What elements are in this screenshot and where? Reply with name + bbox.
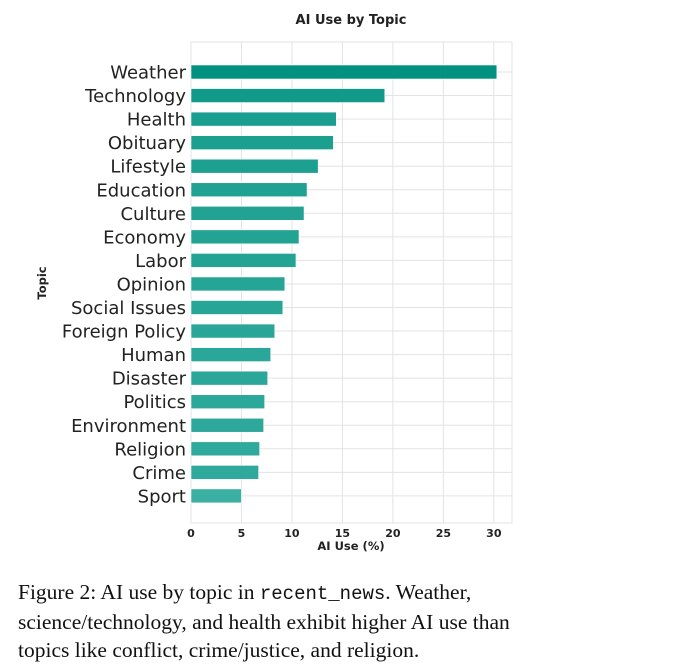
bar-labor [190,253,297,268]
caption-code: recent_news [259,583,386,605]
bar-politics [190,394,265,410]
figure-caption: Figure 2: AI use by topic in recent_news… [18,578,538,664]
x-tick-label: 0 [187,527,195,540]
x-tick-label: 5 [238,527,246,540]
bar-lifestyle [190,158,319,174]
bar-human [190,347,272,362]
y-tick-label: Religion [114,439,186,460]
bar-crime [190,465,259,480]
y-tick-label: Culture [120,204,186,225]
y-tick-label: Crime [132,463,186,484]
y-tick-label: Opinion [117,274,186,295]
x-tick-label: 20 [385,527,401,540]
caption-suffix: . Weather, science/technology, and healt… [18,580,510,662]
bar-chart: AI Use by Topic WeatherTechnologyHealthO… [35,13,513,553]
y-tick-label: Foreign Policy [62,322,186,343]
y-tick-label: Disaster [112,369,187,390]
y-tick-label: Politics [123,392,186,413]
bar-opinion [190,276,286,292]
bar-disaster [190,370,269,386]
y-tick-label: Labor [135,251,186,272]
y-tick-label: Education [96,180,186,201]
y-tick-label: Sport [138,486,186,507]
bar-religion [190,441,260,457]
y-tick-label: Environment [71,416,186,437]
y-axis-label: Topic [35,266,49,299]
y-tick-label: Weather [110,63,186,84]
x-axis-label: AI Use (%) [317,539,384,553]
caption-prefix: Figure 2: AI use by topic in [18,580,260,604]
x-tick-label: 10 [284,527,300,540]
x-tick-label: 30 [486,527,502,540]
bar-health [190,111,337,127]
y-tick-label: Social Issues [71,298,186,319]
x-tick-label: 25 [436,527,451,540]
x-tick-label: 15 [335,527,350,540]
bar-economy [190,229,300,245]
bar-sport [190,488,242,504]
bar-social-issues [190,300,284,315]
y-tick-label: Health [127,110,186,131]
y-tick-label: Obituary [108,133,186,154]
y-tick-label: Economy [103,227,186,248]
y-tick-label: Lifestyle [110,157,186,178]
bar-technology [190,88,386,103]
bar-foreign-policy [190,323,276,339]
bar-environment [190,417,264,433]
bar-education [190,182,308,198]
bar-weather [190,64,498,80]
y-tick-label: Technology [84,86,186,107]
y-tick-label: Human [121,345,186,366]
bar-culture [190,206,305,221]
chart-title: AI Use by Topic [296,13,407,28]
bar-obituary [190,135,334,150]
